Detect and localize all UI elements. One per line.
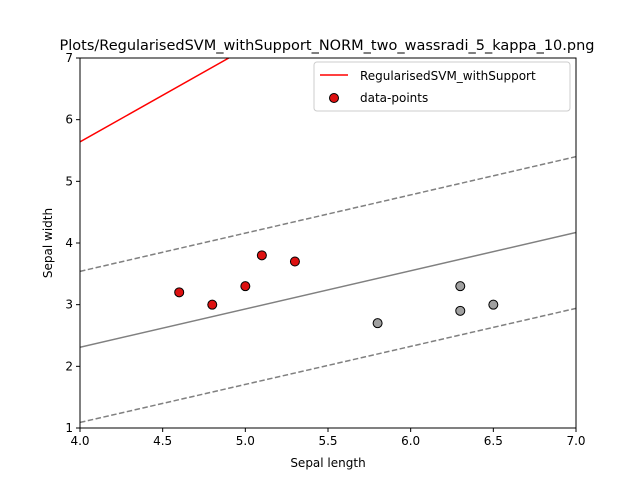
data-point bbox=[174, 287, 185, 298]
y-tick-label: 7 bbox=[65, 51, 73, 65]
x-tick-label: 7.0 bbox=[566, 434, 585, 448]
svm-boundary-line bbox=[80, 58, 230, 143]
x-axis-label: Sepal length bbox=[290, 456, 365, 470]
x-tick-label: 6.5 bbox=[484, 434, 503, 448]
y-tick-label: 3 bbox=[65, 298, 73, 312]
margin-line-dashed bbox=[80, 155, 576, 273]
y-axis-label: Sepal width bbox=[41, 208, 55, 278]
data-point bbox=[289, 256, 300, 267]
legend-label-svm: RegularisedSVM_withSupport bbox=[360, 69, 536, 83]
data-point bbox=[207, 299, 218, 310]
x-axis: 4.0 4.5 5.0 5.5 6.0 6.5 7.0 bbox=[70, 428, 586, 448]
x-tick-label: 4.0 bbox=[70, 434, 89, 448]
x-tick-label: 4.5 bbox=[153, 434, 172, 448]
legend: RegularisedSVM_withSupport data-points bbox=[313, 61, 571, 112]
data-point bbox=[240, 281, 251, 292]
data-point bbox=[455, 281, 466, 292]
y-tick-label: 4 bbox=[65, 236, 73, 250]
y-tick-label: 5 bbox=[65, 174, 73, 188]
data-point bbox=[488, 299, 499, 310]
series-layer bbox=[80, 58, 576, 424]
y-tick-label: 2 bbox=[65, 359, 73, 373]
x-tick-label: 6.0 bbox=[401, 434, 420, 448]
y-tick-label: 1 bbox=[65, 421, 73, 435]
y-axis: 1 2 3 4 5 6 7 bbox=[65, 51, 80, 435]
chart-title: Plots/RegularisedSVM_withSupport_NORM_tw… bbox=[60, 38, 595, 54]
plot-area bbox=[80, 58, 576, 428]
data-point bbox=[256, 250, 267, 261]
legend-marker-swatch bbox=[329, 93, 339, 103]
x-tick-label: 5.5 bbox=[318, 434, 337, 448]
legend-box bbox=[313, 61, 571, 112]
legend-label-data-points: data-points bbox=[360, 91, 428, 105]
data-point bbox=[372, 318, 383, 329]
data-point bbox=[455, 305, 466, 316]
x-tick-label: 5.0 bbox=[236, 434, 255, 448]
y-tick-label: 6 bbox=[65, 113, 73, 127]
margin-line-dashed bbox=[80, 307, 576, 424]
decision-line bbox=[80, 231, 576, 348]
